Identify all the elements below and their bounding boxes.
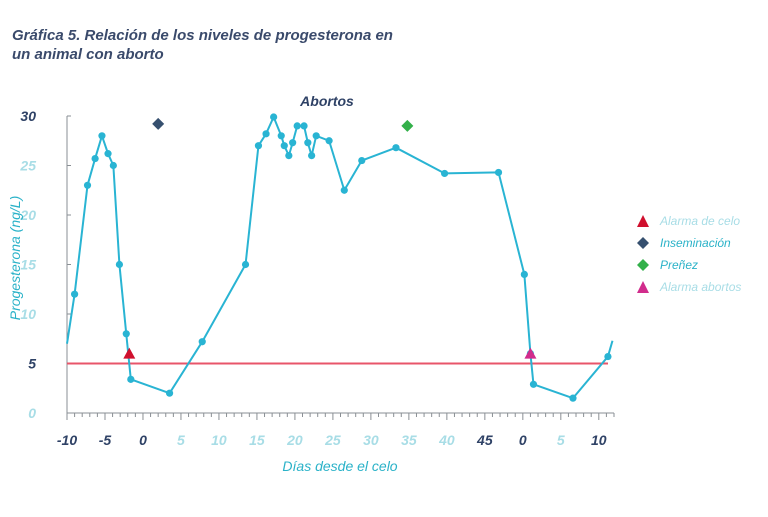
event-marker — [524, 347, 537, 359]
data-point — [520, 270, 528, 278]
data-point — [358, 156, 366, 165]
x-tick-label: 15 — [249, 432, 265, 448]
data-point — [104, 150, 112, 158]
legend-marker — [637, 215, 649, 227]
data-point — [604, 352, 612, 361]
legend-label: Alarma abortos — [660, 280, 742, 294]
data-point — [392, 144, 400, 152]
chart-title-line-2: un animal con aborto — [12, 46, 164, 63]
chart-legend: Alarma de celo Inseminación Preñez Alarma a… — [636, 210, 741, 298]
chart-title: Gráfica 5. Relación de los niveles de pr… — [12, 26, 432, 64]
data-point — [285, 152, 293, 160]
data-point — [83, 181, 92, 189]
triangle-icon — [637, 215, 649, 227]
x-tick-label: -5 — [99, 432, 112, 448]
legend-item: Alarma de celo — [636, 210, 741, 232]
data-point — [277, 132, 285, 140]
abortos-annotation: Abortos — [299, 93, 354, 109]
y-axis-label: Progesterona (ng/L) — [7, 196, 23, 321]
x-tick-label: -10 — [57, 432, 77, 448]
y-tick-label: 30 — [20, 108, 36, 124]
x-tick-label: 10 — [591, 432, 607, 448]
chart-title-line-1: Gráfica 5. Relación de los niveles de pr… — [12, 27, 393, 44]
data-point — [300, 122, 308, 130]
data-point — [109, 161, 117, 170]
data-point — [91, 154, 99, 163]
x-tick-label: 30 — [363, 432, 379, 448]
legend-label: Inseminación — [660, 236, 731, 250]
data-point — [289, 139, 297, 147]
data-point — [270, 113, 278, 121]
legend-marker — [637, 259, 649, 271]
data-point — [165, 389, 174, 397]
legend-item: Inseminación — [636, 232, 741, 254]
data-point — [312, 132, 320, 140]
event-marker — [401, 119, 414, 132]
legend-item: Alarma abortos — [636, 276, 741, 298]
data-point — [241, 260, 250, 269]
legend-marker — [637, 237, 649, 249]
x-tick-label: 20 — [286, 432, 303, 448]
legend-label: Alarma de celo — [660, 214, 741, 228]
x-tick-label: 5 — [177, 432, 185, 448]
data-point — [198, 338, 206, 346]
y-tick-label: 20 — [19, 207, 36, 223]
x-tick-label: 25 — [324, 432, 341, 448]
data-point — [494, 168, 503, 177]
data-point — [122, 330, 130, 338]
x-tick-label: 35 — [401, 432, 417, 448]
data-point — [308, 152, 316, 160]
diamond-icon — [637, 259, 649, 271]
data-point — [280, 142, 288, 150]
y-tick-label: 25 — [19, 158, 36, 174]
data-point — [340, 186, 348, 194]
data-point — [70, 290, 79, 298]
x-axis-label: Días desde el celo — [282, 458, 397, 474]
x-tick-label: 40 — [438, 432, 455, 448]
event-marker — [152, 117, 165, 130]
legend-marker — [637, 281, 649, 293]
data-point — [262, 130, 270, 138]
legend-label: Preñez — [660, 258, 699, 272]
x-tick-label: 0 — [519, 432, 527, 448]
y-tick-label: 5 — [28, 356, 36, 372]
triangle-icon — [637, 281, 649, 293]
data-point — [440, 169, 449, 178]
data-point — [127, 375, 135, 383]
data-point — [569, 394, 577, 402]
diamond-icon — [637, 237, 649, 249]
data-point — [325, 137, 333, 145]
x-tick-label: 45 — [476, 432, 493, 448]
data-point — [529, 380, 538, 388]
event-marker — [123, 347, 136, 359]
data-point — [293, 122, 301, 130]
data-point — [115, 260, 124, 269]
data-point — [254, 142, 263, 150]
x-tick-label: 0 — [139, 432, 147, 448]
y-tick-label: 10 — [20, 306, 36, 322]
legend-item: Preñez — [636, 254, 741, 276]
data-point — [98, 132, 106, 140]
x-tick-label: 10 — [211, 432, 227, 448]
y-tick-label: 0 — [28, 405, 36, 421]
x-tick-label: 5 — [557, 432, 565, 448]
y-tick-label: 15 — [20, 257, 36, 273]
data-point — [304, 139, 312, 147]
